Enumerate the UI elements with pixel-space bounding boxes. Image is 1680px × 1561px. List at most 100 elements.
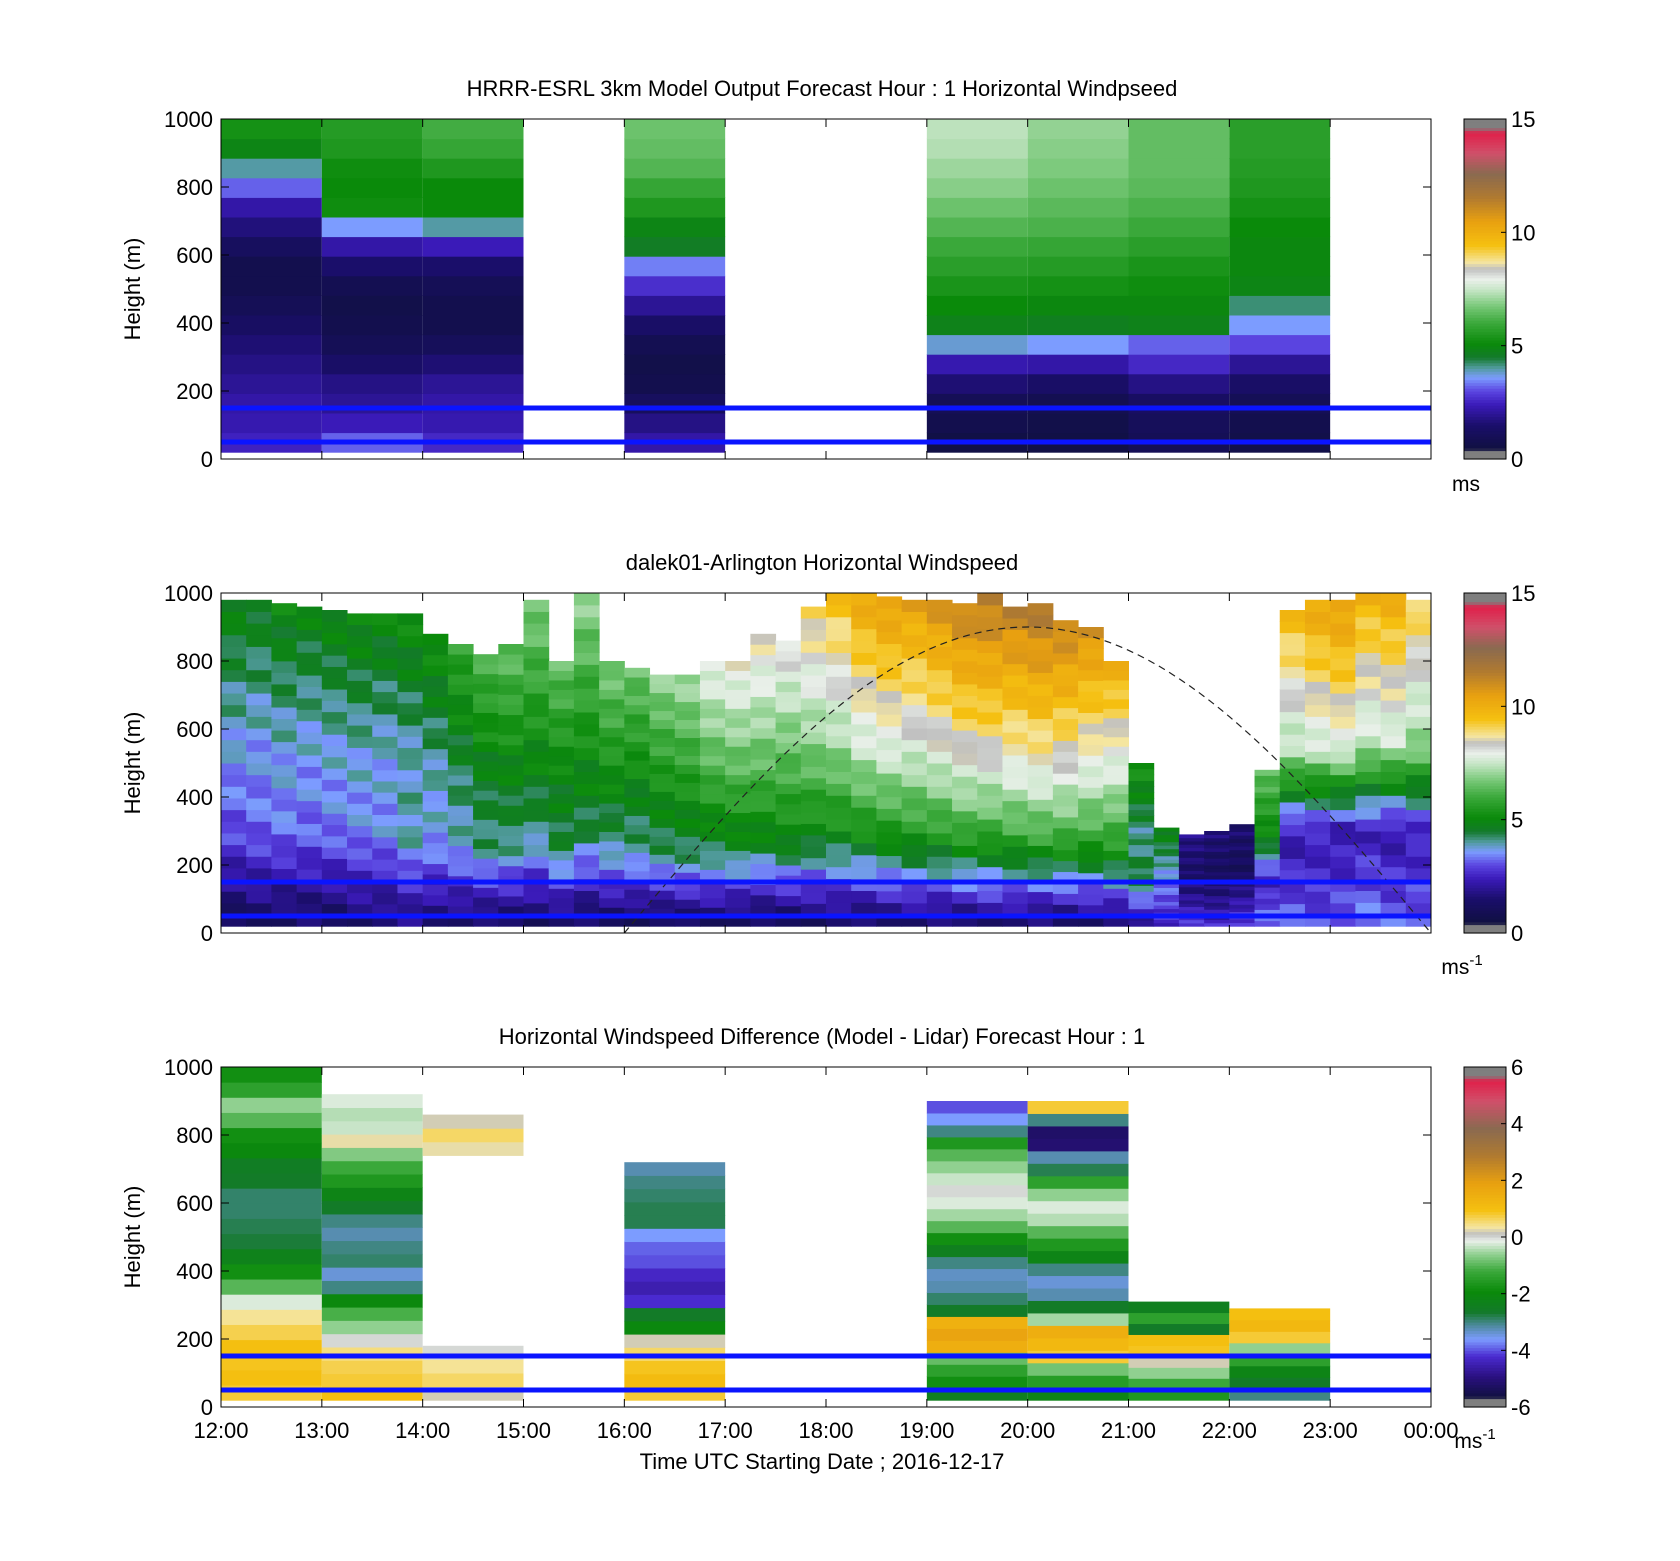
colorbar-segment [1464, 334, 1506, 338]
heatmap-cell [750, 706, 777, 718]
heatmap-cell [876, 831, 903, 845]
colorbar-segment [1464, 1356, 1506, 1360]
heatmap-cell [851, 616, 877, 630]
colorbar-segment [1464, 1152, 1506, 1156]
heatmap-cell [1027, 295, 1129, 316]
heatmap-cell [422, 832, 449, 844]
heatmap-cell [624, 1360, 726, 1375]
colorbar-segment [1464, 649, 1506, 654]
heatmap-cell [1078, 862, 1104, 874]
heatmap-cell [473, 751, 499, 762]
heatmap-cell [952, 822, 978, 835]
heatmap-cell [624, 315, 726, 336]
heatmap-cell [1128, 373, 1230, 394]
y-tick-label: 1000 [164, 107, 213, 132]
heatmap-cell [422, 197, 524, 218]
heatmap-cell [901, 809, 928, 822]
colorbar-segment [1464, 405, 1506, 409]
heatmap-cell [321, 903, 348, 916]
heatmap-cell [1103, 888, 1129, 899]
heatmap-cell [422, 315, 524, 336]
colorbar-segment [1464, 323, 1506, 327]
y-tick-label: 1000 [164, 581, 213, 606]
heatmap-cell [750, 780, 777, 791]
colorbar-segment [1464, 666, 1506, 671]
heatmap-cell [271, 637, 298, 650]
heatmap-cell [1128, 315, 1230, 336]
heatmap-cell [321, 655, 348, 667]
heatmap-cell [573, 664, 600, 677]
heatmap-cell [221, 832, 247, 846]
heatmap-cell [1254, 842, 1281, 849]
colorbar-segment [1464, 1398, 1506, 1402]
heatmap-cell [1002, 686, 1029, 699]
heatmap-cell [1027, 1213, 1129, 1227]
heatmap-cell [1027, 1325, 1129, 1339]
heatmap-cell [775, 773, 802, 784]
heatmap-cell [1078, 765, 1104, 778]
heatmap-cell [422, 759, 449, 771]
colorbar-segment [1464, 1341, 1506, 1346]
heatmap-cell [1204, 831, 1230, 835]
heatmap-cell [1027, 764, 1054, 777]
heatmap-cell [422, 1359, 524, 1374]
heatmap-cell [1128, 809, 1155, 816]
heatmap-cell [221, 1218, 322, 1235]
colorbar-segment [1464, 402, 1506, 406]
heatmap-cell [321, 847, 348, 859]
heatmap-cell [1254, 903, 1281, 910]
colorbar-segment [1464, 342, 1506, 347]
heatmap-cell [246, 634, 272, 647]
heatmap-cell [498, 825, 524, 836]
heatmap-cell [977, 902, 1003, 915]
heatmap-cell [649, 872, 676, 882]
heatmap-cell [1078, 904, 1104, 917]
colorbar-segment [1464, 1166, 1506, 1170]
heatmap-cell [977, 890, 1003, 903]
heatmap-cell [372, 646, 398, 659]
heatmap-cell [397, 646, 424, 659]
colorbar-segment [1464, 294, 1506, 299]
heatmap-cell [1304, 832, 1331, 846]
heatmap-cell [422, 334, 524, 355]
heatmap-cell [1204, 841, 1230, 846]
heatmap-cell [1027, 1200, 1129, 1214]
heatmap-cell [1128, 1301, 1230, 1314]
colorbar-segment [1464, 1214, 1506, 1218]
heatmap-cell [725, 793, 751, 804]
colorbar-segment [1464, 726, 1506, 730]
heatmap-cell [221, 669, 247, 682]
heatmap-cell [901, 891, 928, 904]
heatmap-cell [1027, 1275, 1129, 1289]
colorbar-segment [1464, 1095, 1506, 1099]
heatmap-cell [1103, 822, 1129, 832]
heatmap-cell [321, 1320, 423, 1335]
heatmap-cell [952, 856, 978, 870]
colorbar-segment [1464, 204, 1506, 208]
heatmap-cell [573, 676, 600, 689]
heatmap-cell [1128, 797, 1155, 805]
colorbar-segment [1464, 618, 1506, 622]
heatmap-cell [1027, 810, 1054, 823]
heatmap-cell [725, 784, 751, 795]
heatmap-cell [1355, 819, 1382, 832]
heatmap-cell [649, 719, 676, 730]
heatmap-cell [926, 1340, 1028, 1353]
colorbar-segment [1464, 777, 1506, 781]
heatmap-cell [649, 809, 676, 819]
heatmap-cell [926, 599, 953, 612]
heatmap-cell [1078, 712, 1104, 724]
heatmap-cell [447, 684, 474, 695]
colorbar-segment [1464, 1103, 1506, 1108]
heatmap-cell [422, 644, 449, 656]
heatmap-cell [977, 771, 1003, 784]
heatmap-cell [775, 905, 802, 917]
heatmap-cell [1103, 859, 1129, 870]
heatmap-cell [221, 1279, 322, 1295]
heatmap-cell [498, 895, 524, 907]
heatmap-cell [674, 683, 701, 694]
heatmap-cell [372, 870, 398, 883]
colorbar-segment [1464, 850, 1506, 855]
heatmap-cell [800, 903, 827, 916]
